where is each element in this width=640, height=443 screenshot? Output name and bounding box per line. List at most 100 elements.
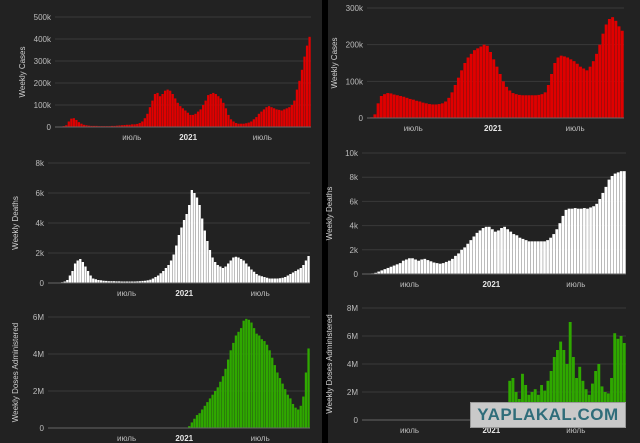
left-deaths-bar [141,280,144,283]
left-deaths-bar [156,275,160,283]
right-doses-bar [591,383,594,420]
right-cases-bar [456,77,460,118]
right-deaths-bar [503,226,506,274]
right-deaths-bar [610,175,614,274]
right-cases-bar [415,100,419,118]
left-deaths-bar [97,280,100,283]
left-deaths-bar [164,268,168,283]
right-cases-bar [527,95,531,118]
right-deaths-bar [472,236,476,274]
right-cases-bar [579,66,582,118]
right-deaths-bar [490,229,494,274]
left-deaths-bar [221,268,225,283]
right-deaths-bar [454,255,457,274]
left-deaths-bar [125,281,129,283]
right-deaths-bar [561,215,565,274]
left-doses-xtick-label: июль [117,434,136,443]
left-deaths-bar [128,281,131,283]
left-cases-bar [237,123,240,127]
right-deaths-bar [576,208,580,274]
right-cases-bar [546,85,550,118]
left-cases-ytick-label: 200k [34,79,52,88]
left-deaths-xtick-label: 2021 [175,289,193,298]
right-deaths-bar [583,208,586,274]
left-deaths-bar [131,281,134,283]
right-deaths-bar [619,171,623,274]
left-cases-bar [199,109,202,127]
right-cases-bar [537,94,541,118]
right-cases-bar [386,93,390,118]
left-cases-bar [128,124,131,127]
right-deaths-bar [457,253,460,274]
left-doses-bar [229,350,232,428]
right-cases-bar [421,102,425,118]
right-cases-xtick-label: июль [404,124,423,133]
left-deaths-bar [226,263,230,283]
left-deaths-bar [112,281,116,283]
left-deaths-bar [136,281,139,283]
left-doses-bar [211,394,214,428]
right-doses-bar [552,357,556,420]
left-cases-bar [161,94,164,127]
left-cases-bar [156,92,159,127]
left-cases-bar [77,122,81,127]
left-cases-bar [93,125,96,127]
right-doses-ytick-label: 2M [347,388,358,397]
right-deaths-bar [540,241,543,274]
left-cases-bar [169,90,172,127]
left-cases-bar [280,110,283,127]
left-cases-bar [303,56,306,127]
left-cases-bar [75,119,78,127]
right-cases-bar [614,20,618,118]
left-deaths-bar [237,257,240,283]
left-deaths-bar [188,205,191,283]
right-cases-bar [450,92,454,118]
left-deaths-bar [79,259,82,283]
right-deaths-bar [404,259,408,274]
left-deaths-bar [154,277,157,283]
right-cases-bar [473,50,476,118]
right-deaths-xtick-label: июль [566,280,585,289]
right-deaths-bar [420,259,424,274]
right-deaths-xtick-label: 2021 [482,280,500,289]
left-doses-bar [239,328,243,428]
right-cases-bar [476,48,480,119]
left-cases-bar [146,113,149,127]
right-cases-xtick-label: июль [566,124,585,133]
right-doses-xtick-label: 2021 [482,426,500,435]
right-deaths-bar [441,263,445,274]
left-cases-bar [90,125,93,127]
right-cases-bar [431,104,435,118]
left-cases-bar [138,123,141,127]
left-cases-bar [176,102,179,127]
right-cases-bar [595,53,598,119]
left-doses-bar [242,320,245,428]
right-cases-bar [469,53,473,119]
right-deaths-bar [601,192,605,274]
left-deaths-bar [63,281,66,283]
right-deaths-bar [515,235,519,274]
right-cases-bar [447,97,451,118]
left-cases-bar [272,108,276,127]
right-cases-bar [411,99,415,118]
left-deaths-bar [294,271,297,283]
right-cases-bar [437,104,441,118]
right-deaths-bar [435,263,439,274]
left-cases-bar [234,123,238,127]
right-cases-bar [489,52,492,118]
left-deaths-xtick-label: июль [251,289,270,298]
right-deaths-bar [460,249,464,274]
left-deaths-bar [175,245,178,283]
left-cases-bar [141,121,144,127]
right-cases-bar [408,98,412,118]
right-deaths-bar [604,186,608,274]
left-cases-ytick-label: 500k [34,13,52,22]
right-cases-bar [501,81,505,118]
left-deaths-bar [242,260,245,283]
left-deaths-bar [307,256,310,283]
left-deaths-bar [193,193,196,283]
left-doses-bar [226,359,230,428]
left-deaths-bar [120,281,123,283]
left-doses-bar [245,318,248,428]
